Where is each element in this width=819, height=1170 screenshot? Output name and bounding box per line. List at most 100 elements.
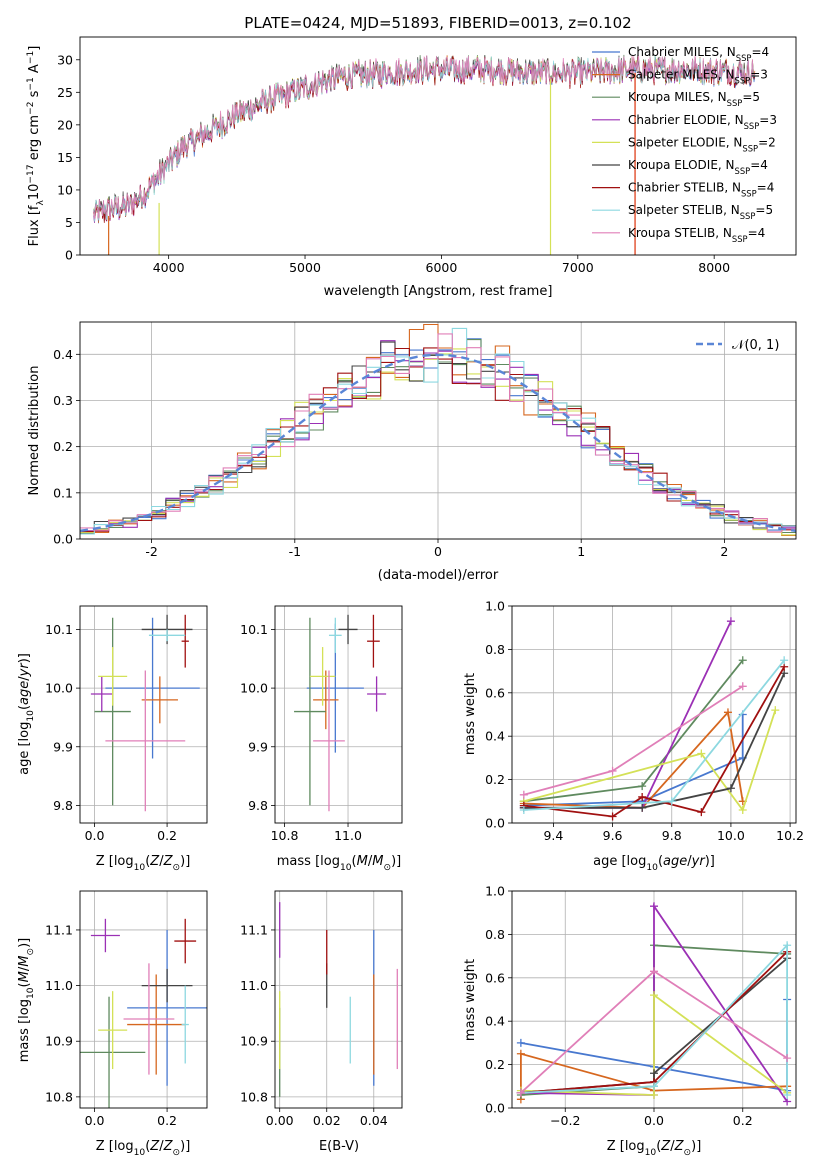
x-tick-label: 7000 bbox=[562, 260, 594, 275]
legend-label: Kroupa ELODIE, NSSP=4 bbox=[628, 158, 768, 176]
legend: Chabrier MILES, NSSP=4 Salpeter MILES, NS… bbox=[592, 45, 777, 244]
axes-frame bbox=[511, 890, 797, 1109]
normal-curve bbox=[80, 353, 796, 533]
data-point bbox=[141, 676, 178, 724]
x-tick-label: -1 bbox=[289, 544, 301, 559]
data-point bbox=[127, 929, 207, 1086]
y-tick-label: 0.4 bbox=[485, 729, 505, 744]
x-tick-label: 5000 bbox=[289, 260, 321, 275]
plot-area-weight-vs-age bbox=[519, 617, 789, 821]
legend-label: Kroupa MILES, NSSP=5 bbox=[628, 90, 760, 108]
y-axis-label: Flux [fλ10−17 erg cm−2 s−1 A−1] bbox=[26, 46, 46, 247]
weight-marker bbox=[516, 1038, 525, 1047]
x-axis-label: Z [log10(Z/Z⊙)] bbox=[96, 854, 191, 873]
y-tick-label: 10.9 bbox=[240, 1034, 268, 1049]
weight-marker bbox=[726, 617, 735, 626]
y-tick-label: 0.1 bbox=[53, 485, 73, 500]
y-tick-label: 1.0 bbox=[485, 599, 505, 614]
weight-marker bbox=[638, 792, 647, 801]
x-tick-label: 0 bbox=[434, 544, 442, 559]
data-point bbox=[105, 617, 200, 759]
y-tick-label: 10.8 bbox=[240, 1089, 268, 1104]
x-tick-label: 1 bbox=[577, 544, 585, 559]
weight-marker bbox=[738, 656, 747, 665]
axes-frame bbox=[511, 605, 797, 824]
weight-marker bbox=[516, 1049, 525, 1058]
y-tick-label: 0.0 bbox=[485, 1101, 505, 1116]
weight-marker bbox=[783, 1054, 792, 1063]
plot-area-age-vs-Z bbox=[90, 614, 200, 812]
legend-label: Salpeter STELIB, NSSP=5 bbox=[628, 203, 773, 221]
axes-frame bbox=[79, 36, 797, 256]
y-tick-label: 0.8 bbox=[485, 927, 505, 942]
y-tick-label: 30 bbox=[57, 52, 73, 67]
weight-line bbox=[520, 1052, 788, 1100]
axes-mass-vs-Z: 0.0 0.2 10.8 10.9 11.0 11.1 bbox=[45, 891, 207, 1128]
weight-marker bbox=[650, 1069, 658, 1078]
y-tick-label: 9.9 bbox=[248, 739, 268, 754]
chart-title: PLATE=0424, MJD=51893, FIBERID=0013, z=0… bbox=[244, 14, 631, 32]
y-tick-label: 11.1 bbox=[45, 922, 73, 937]
data-point bbox=[80, 996, 146, 1108]
data-point bbox=[105, 670, 186, 812]
weight-marker bbox=[783, 1090, 792, 1099]
weight-marker bbox=[638, 782, 647, 791]
y-tick-label: 0.2 bbox=[53, 439, 73, 454]
y-tick-label: 0.3 bbox=[53, 393, 73, 408]
data-point bbox=[313, 670, 345, 812]
x-axis-label: mass [log10(M/M⊙)] bbox=[277, 854, 401, 873]
plot-area-weight-vs-Z bbox=[516, 902, 792, 1106]
x-axis-label: age [log10(age/yr)] bbox=[593, 854, 715, 873]
y-tick-label: 0.4 bbox=[485, 1014, 505, 1029]
y-tick-label: 10.0 bbox=[45, 681, 73, 696]
data-point bbox=[181, 614, 189, 668]
y-tick-label: 10 bbox=[57, 182, 73, 197]
y-axis-label: Normed distribution bbox=[27, 366, 42, 496]
weight-line bbox=[520, 943, 788, 1095]
y-tick-label: 10.9 bbox=[45, 1034, 73, 1049]
weight-marker bbox=[650, 1082, 658, 1091]
plot-area-spectrum bbox=[93, 54, 756, 255]
y-tick-label: 0.4 bbox=[53, 347, 73, 362]
data-point bbox=[148, 629, 186, 642]
plot-area-mass-vs-Z bbox=[80, 918, 207, 1108]
legend-label: Chabrier ELODIE, NSSP=3 bbox=[628, 113, 777, 131]
data-point bbox=[367, 676, 387, 712]
y-tick-label: 10.1 bbox=[240, 622, 268, 637]
data-point bbox=[294, 617, 326, 806]
y-tick-label: 5 bbox=[65, 215, 73, 230]
weight-line bbox=[520, 993, 788, 1096]
axes-frame bbox=[274, 890, 403, 1109]
weight-marker bbox=[697, 808, 706, 817]
legend-label: Chabrier STELIB, NSSP=4 bbox=[628, 181, 774, 199]
data-point bbox=[328, 617, 342, 653]
weight-marker bbox=[650, 902, 658, 911]
y-tick-label: 0 bbox=[65, 248, 73, 263]
weight-marker bbox=[608, 766, 617, 775]
y-tick-label: 15 bbox=[57, 150, 73, 165]
plot-area-mass-vs-ebv bbox=[279, 902, 398, 1097]
weight-marker bbox=[608, 812, 617, 821]
x-tick-label: 11.0 bbox=[334, 828, 362, 843]
data-point bbox=[338, 614, 358, 645]
x-tick-label: 0.2 bbox=[157, 1113, 177, 1128]
weight-marker bbox=[650, 991, 658, 1000]
y-tick-label: 0.2 bbox=[485, 772, 505, 787]
x-tick-label: 0.02 bbox=[313, 1113, 341, 1128]
y-tick-label: 10.8 bbox=[45, 1089, 73, 1104]
data-point bbox=[141, 968, 193, 1003]
x-tick-label: −0.2 bbox=[550, 1113, 580, 1128]
weight-marker bbox=[697, 749, 706, 758]
x-tick-label: 0.04 bbox=[360, 1113, 388, 1128]
y-tick-label: 0.0 bbox=[53, 532, 73, 547]
x-tick-label: 0.0 bbox=[644, 1113, 664, 1128]
data-point bbox=[98, 991, 128, 1070]
y-tick-label: 0.0 bbox=[485, 816, 505, 831]
weight-marker bbox=[723, 708, 732, 717]
weight-line bbox=[523, 714, 744, 807]
x-tick-label: 9.6 bbox=[603, 828, 623, 843]
axes-frame bbox=[79, 890, 208, 1109]
y-tick-label: 0.6 bbox=[485, 970, 505, 985]
weight-marker bbox=[650, 967, 658, 976]
